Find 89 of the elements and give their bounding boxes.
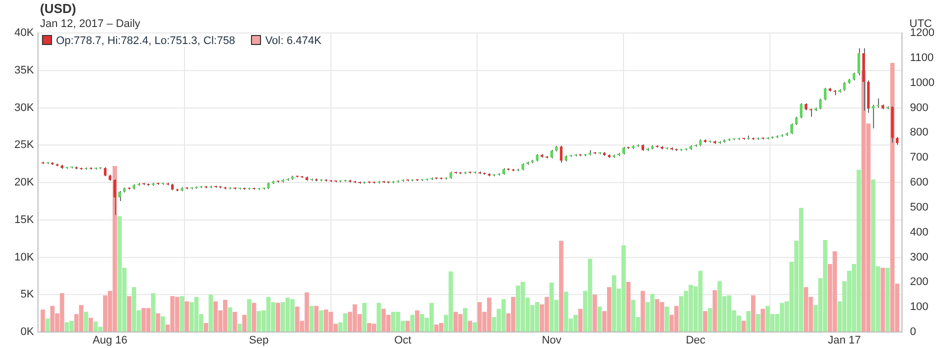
candlestick <box>790 122 793 135</box>
y2-tick-label: 300 <box>910 251 928 264</box>
bar <box>156 313 160 332</box>
bar <box>405 320 410 332</box>
x-tick-label: Dec <box>686 334 706 347</box>
bar <box>703 311 708 332</box>
bar <box>712 290 717 332</box>
y-tick-label: 25K <box>14 139 35 152</box>
bar <box>472 322 477 332</box>
y2-tick-label: 700 <box>910 152 928 164</box>
bar <box>127 296 132 332</box>
y2-tick-label: 800 <box>910 126 928 139</box>
chart-subtitle: Jan 12, 2017 – Daily <box>40 18 140 30</box>
bar <box>885 268 890 332</box>
bar <box>232 312 237 332</box>
bar <box>319 310 324 332</box>
candlestick <box>118 190 121 202</box>
bar <box>751 295 756 332</box>
x-tick-label: Oct <box>394 334 412 347</box>
bar <box>760 308 765 332</box>
bar <box>640 290 645 332</box>
bar <box>708 308 712 332</box>
y2-tick-label: 1100 <box>910 52 934 64</box>
legend-label: Op:778.7, Hi:782.4, Lo:751.3, Cl:758 <box>55 35 236 47</box>
y2-tick-label: 600 <box>910 176 928 189</box>
y-tick-label: 20K <box>14 176 35 189</box>
bar <box>247 299 252 332</box>
candlestick <box>819 98 822 110</box>
bar <box>228 307 232 332</box>
bar <box>410 314 415 332</box>
bar <box>597 306 602 332</box>
bar <box>415 310 420 332</box>
bar <box>252 302 256 332</box>
y-tick-label: 30K <box>14 102 35 114</box>
candlestick <box>872 104 875 129</box>
bar <box>160 316 165 332</box>
y2-tick-label: 100 <box>910 301 928 314</box>
bar <box>88 318 93 332</box>
bar <box>45 318 50 332</box>
y2-tick-label: 400 <box>910 226 928 238</box>
bar <box>463 308 468 332</box>
bar <box>180 296 184 332</box>
bar <box>592 294 597 332</box>
y2-tick-label: 900 <box>910 102 928 114</box>
bar <box>664 306 669 332</box>
bar <box>276 302 280 332</box>
x-tick-label: Aug 16 <box>92 334 128 347</box>
legend-label: Vol: 6.474K <box>264 35 322 47</box>
y2-tick-label: 1200 <box>910 27 934 40</box>
bar <box>184 301 189 332</box>
chart-title: (USD) <box>40 1 76 16</box>
bar <box>741 320 746 332</box>
y-tick-label: 35K <box>14 64 35 76</box>
y-tick-label: 10K <box>14 251 35 264</box>
bar <box>756 314 760 332</box>
bar <box>204 323 208 332</box>
bar <box>559 240 564 332</box>
bar <box>376 302 381 332</box>
candlestick <box>876 98 880 108</box>
bar <box>40 310 45 332</box>
bar <box>242 314 247 332</box>
x-tick-label: Jan 17 <box>828 334 861 347</box>
bar <box>880 268 885 332</box>
bar <box>362 302 367 332</box>
y2-tick-label: 500 <box>910 201 928 214</box>
y-tick-label: 0K <box>20 326 35 338</box>
bar <box>309 306 314 332</box>
y2-tick-label: 200 <box>910 276 928 288</box>
y-tick-label: 15K <box>14 214 35 226</box>
bar <box>151 293 156 332</box>
x-tick-label: Sep <box>249 334 269 347</box>
y-tick-label: 40K <box>14 27 35 40</box>
bar <box>746 311 751 332</box>
candlestick <box>857 48 860 76</box>
candlestick <box>824 87 827 101</box>
bar <box>578 308 583 332</box>
x-tick-label: Nov <box>542 334 562 347</box>
bar <box>626 282 631 332</box>
y-tick-label: 5K <box>20 288 35 301</box>
bar <box>314 306 319 332</box>
bar <box>84 312 88 332</box>
candlestick <box>113 178 116 216</box>
bar <box>468 320 472 332</box>
y2-tick-label: 1000 <box>910 76 934 89</box>
bar <box>237 324 242 332</box>
bar <box>208 294 213 332</box>
y2-tick-label: 0 <box>910 326 916 338</box>
candlestick <box>800 102 803 119</box>
candlestick <box>560 145 563 164</box>
